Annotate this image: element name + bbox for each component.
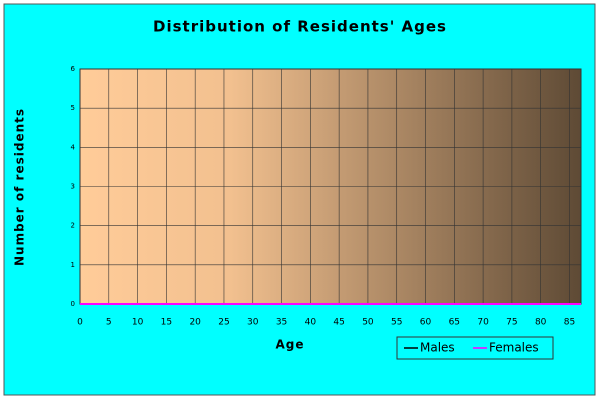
x-tick-label: 45 [333,318,344,328]
x-tick-label: 80 [535,318,547,328]
x-tick-label: 20 [189,318,201,328]
y-tick-label: 4 [71,143,76,151]
x-tick-label: 70 [477,318,489,328]
legend-label: Males [420,341,455,355]
y-tick-label: 3 [71,183,75,191]
y-tick-label: 0 [71,300,75,308]
x-tick-label: 35 [276,318,287,328]
y-tick-label: 6 [71,65,76,73]
legend-label: Females [489,341,539,355]
x-tick-label: 75 [506,318,517,328]
x-tick-label: 10 [132,318,144,328]
y-tick-label: 2 [71,222,75,230]
x-tick-label: 60 [420,318,432,328]
y-tick-label: 1 [71,261,75,269]
x-tick-label: 50 [362,318,374,328]
x-tick-label: 55 [391,318,402,328]
x-tick-label: 5 [106,318,112,328]
x-tick-label: 30 [247,318,259,328]
x-axis-label: Age [275,338,304,352]
x-tick-label: 25 [218,318,229,328]
x-tick-label: 85 [564,318,575,328]
x-tick-label: 0 [77,318,83,328]
chart-title: Distribution of Residents' Ages [153,18,447,36]
x-tick-label: 40 [305,318,317,328]
x-tick-label: 15 [161,318,172,328]
y-tick-label: 5 [71,104,75,112]
x-tick-label: 65 [449,318,460,328]
y-axis-label: Number of residents [13,108,27,266]
